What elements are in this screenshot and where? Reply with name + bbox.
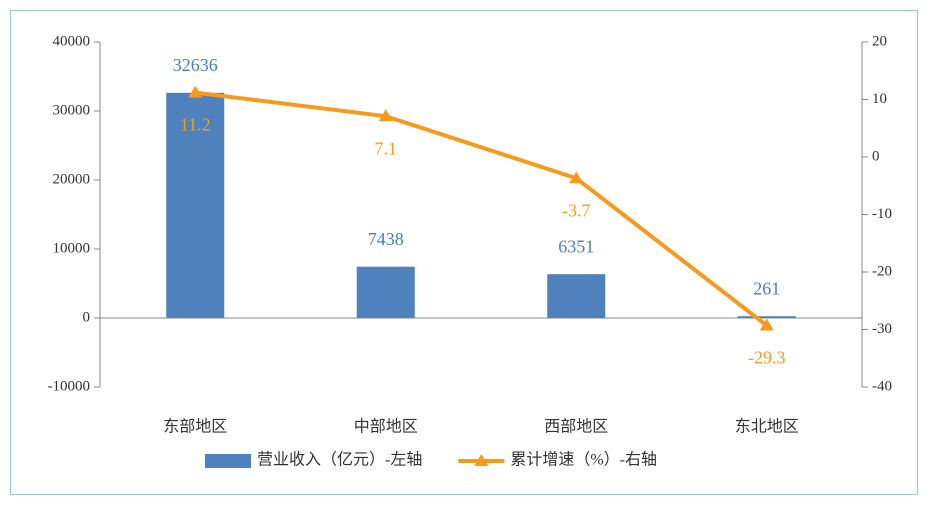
y-tick-label: 40000 xyxy=(53,33,91,49)
y-tick-label: -10000 xyxy=(48,378,91,394)
y2-tick-label: -30 xyxy=(872,321,892,337)
line-value-label: -29.3 xyxy=(748,348,786,368)
bar-value-label: 32636 xyxy=(173,55,218,75)
y2-tick-label: 10 xyxy=(872,91,887,107)
legend-label: 营业收入（亿元）-左轴 xyxy=(257,451,422,469)
line-value-label: -3.7 xyxy=(562,200,591,220)
bar-value-label: 7438 xyxy=(368,229,404,249)
bar xyxy=(356,266,415,318)
legend-swatch xyxy=(205,454,251,468)
bar-value-label: 6351 xyxy=(558,236,594,256)
x-tick-label: 东北地区 xyxy=(735,418,799,436)
bar xyxy=(166,92,225,318)
x-tick-label: 东部地区 xyxy=(163,418,227,436)
y2-tick-label: -40 xyxy=(872,378,892,394)
marker xyxy=(188,85,203,98)
line-value-label: 7.1 xyxy=(375,138,398,158)
y-tick-label: 30000 xyxy=(53,102,91,118)
y-tick-label: 10000 xyxy=(53,240,91,256)
marker xyxy=(759,318,774,331)
x-tick-label: 西部地区 xyxy=(544,418,608,436)
y-tick-label: 20000 xyxy=(53,171,91,187)
y-tick-label: 0 xyxy=(83,309,91,325)
bar-value-label: 261 xyxy=(753,278,780,298)
chart-frame xyxy=(10,10,918,495)
y2-tick-label: 20 xyxy=(872,33,887,49)
marker xyxy=(378,109,393,122)
y2-tick-label: -10 xyxy=(872,206,892,222)
y2-tick-label: 0 xyxy=(872,148,880,164)
x-tick-label: 中部地区 xyxy=(354,418,418,436)
legend-marker xyxy=(474,454,489,466)
y2-tick-label: -20 xyxy=(872,263,892,279)
marker xyxy=(569,171,584,184)
line-value-label: 11.2 xyxy=(180,115,211,135)
bar xyxy=(737,316,796,318)
legend-label: 累计增速（%）-右轴 xyxy=(510,451,657,469)
line xyxy=(195,90,768,328)
bar xyxy=(547,274,606,318)
